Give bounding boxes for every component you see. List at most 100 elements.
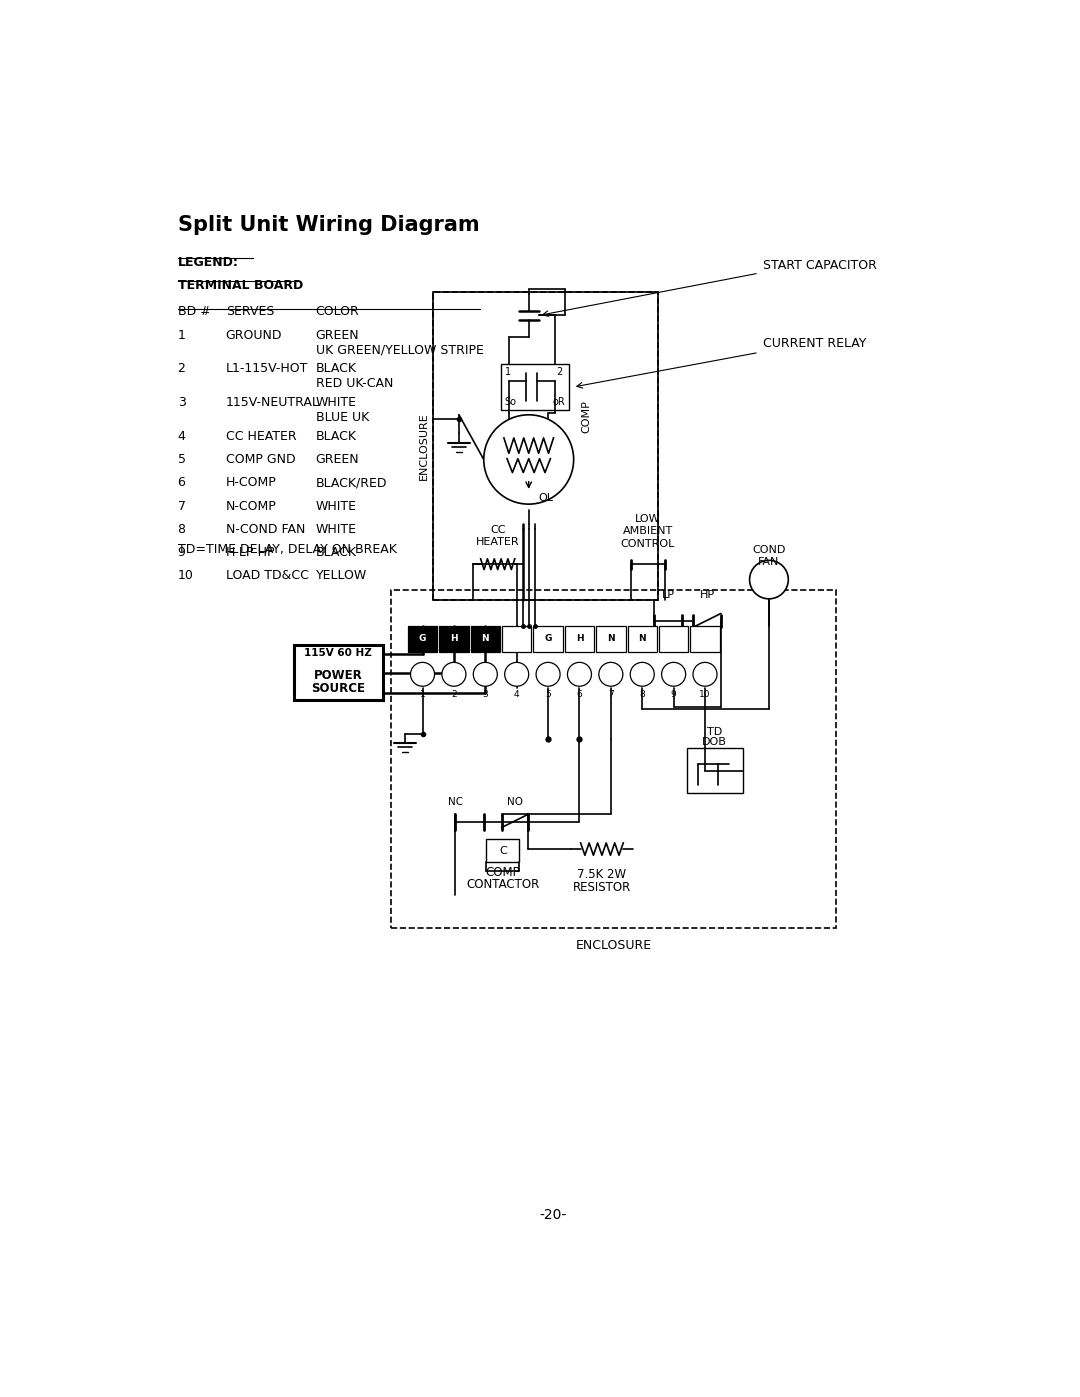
Circle shape: [662, 662, 686, 686]
Text: BD #: BD #: [177, 306, 211, 319]
Text: 10: 10: [699, 690, 711, 700]
Text: WHITE: WHITE: [315, 522, 356, 535]
Text: COND: COND: [753, 545, 785, 555]
Bar: [486, 840, 518, 862]
Text: L1-115V-HOT: L1-115V-HOT: [226, 362, 308, 376]
Text: 2: 2: [556, 367, 563, 377]
Text: FAN: FAN: [758, 556, 780, 567]
Text: COMP GND: COMP GND: [226, 453, 295, 467]
Text: 8: 8: [177, 522, 186, 535]
Text: CC HEATER: CC HEATER: [226, 430, 296, 443]
Text: 115V 60 HZ: 115V 60 HZ: [305, 648, 373, 658]
Bar: [433, 292, 658, 601]
Text: SOURCE: SOURCE: [311, 682, 365, 696]
Text: WHITE
BLUE UK: WHITE BLUE UK: [315, 397, 369, 425]
Text: AMBIENT: AMBIENT: [623, 527, 673, 536]
Text: TERMINAL BOARD: TERMINAL BOARD: [177, 279, 302, 292]
Text: N-COND FAN: N-COND FAN: [226, 522, 305, 535]
Text: CC: CC: [490, 525, 505, 535]
Text: 115V-NEUTRAL: 115V-NEUTRAL: [226, 397, 320, 409]
Text: YELLOW: YELLOW: [315, 569, 367, 581]
Text: N-COMP: N-COMP: [226, 500, 276, 513]
Circle shape: [484, 415, 573, 504]
Text: G: G: [419, 634, 427, 644]
Text: C: C: [499, 845, 507, 855]
Text: DOB: DOB: [702, 736, 727, 746]
Text: TD: TD: [707, 728, 723, 738]
Circle shape: [750, 560, 788, 599]
Text: 2: 2: [451, 690, 457, 700]
Text: GROUND: GROUND: [226, 328, 282, 342]
Text: 1: 1: [505, 367, 512, 377]
Bar: [408, 626, 437, 652]
Text: H-LP-HP: H-LP-HP: [226, 546, 275, 559]
Text: oR: oR: [552, 397, 565, 407]
Text: START CAPACITOR: START CAPACITOR: [762, 258, 877, 271]
Text: 7: 7: [177, 500, 186, 513]
Text: 7: 7: [608, 690, 613, 700]
Text: So: So: [504, 397, 516, 407]
Circle shape: [567, 662, 592, 686]
Bar: [596, 626, 625, 652]
Text: -20-: -20-: [540, 1208, 567, 1222]
Text: BLACK: BLACK: [315, 546, 356, 559]
Text: CONTACTOR: CONTACTOR: [467, 879, 540, 891]
Bar: [502, 626, 531, 652]
Text: 4: 4: [177, 430, 186, 443]
Text: 1: 1: [420, 690, 426, 700]
Bar: [687, 749, 743, 793]
Text: BLACK
RED UK-CAN: BLACK RED UK-CAN: [315, 362, 393, 390]
Circle shape: [410, 662, 434, 686]
Text: HEATER: HEATER: [476, 538, 519, 548]
Text: N: N: [482, 634, 489, 644]
Text: 8: 8: [639, 690, 645, 700]
Text: POWER: POWER: [314, 669, 363, 682]
Text: LEGEND:: LEGEND:: [177, 256, 239, 270]
Text: CURRENT RELAY: CURRENT RELAY: [762, 337, 866, 351]
Text: CONTROL: CONTROL: [621, 539, 675, 549]
Text: BLACK/RED: BLACK/RED: [315, 476, 387, 489]
Circle shape: [442, 662, 465, 686]
Text: BLACK: BLACK: [315, 430, 356, 443]
Text: 9: 9: [177, 546, 186, 559]
Text: ENCLOSURE: ENCLOSURE: [576, 939, 651, 953]
Text: 6: 6: [577, 690, 582, 700]
Bar: [627, 626, 657, 652]
Text: 4: 4: [514, 690, 519, 700]
Bar: [501, 365, 569, 411]
Text: 2: 2: [177, 362, 186, 376]
Bar: [659, 626, 688, 652]
Text: NC: NC: [447, 796, 462, 806]
Text: G: G: [544, 634, 552, 644]
Bar: [294, 645, 383, 700]
Bar: [433, 292, 658, 601]
Text: 3: 3: [483, 690, 488, 700]
Text: OL: OL: [538, 493, 553, 503]
Text: COLOR: COLOR: [315, 306, 360, 319]
Text: LP: LP: [662, 590, 675, 599]
Text: 5: 5: [545, 690, 551, 700]
Text: GREEN: GREEN: [315, 453, 360, 467]
Text: COMP: COMP: [581, 400, 592, 433]
Circle shape: [473, 662, 497, 686]
Text: SERVES: SERVES: [226, 306, 274, 319]
Text: 5: 5: [177, 453, 186, 467]
Text: COMP: COMP: [486, 866, 521, 879]
Text: LOW: LOW: [635, 514, 661, 524]
Bar: [690, 626, 719, 652]
Text: 7.5K 2W: 7.5K 2W: [577, 868, 626, 880]
Bar: [565, 626, 594, 652]
Text: N: N: [638, 634, 646, 644]
Circle shape: [504, 662, 529, 686]
Bar: [534, 626, 563, 652]
Bar: [471, 626, 500, 652]
Text: WHITE: WHITE: [315, 500, 356, 513]
Bar: [391, 591, 836, 928]
Text: NO: NO: [507, 796, 523, 806]
Text: N: N: [607, 634, 615, 644]
Text: HP: HP: [700, 590, 715, 599]
Circle shape: [631, 662, 654, 686]
Text: H-COMP: H-COMP: [226, 476, 276, 489]
Bar: [440, 626, 469, 652]
Circle shape: [536, 662, 561, 686]
